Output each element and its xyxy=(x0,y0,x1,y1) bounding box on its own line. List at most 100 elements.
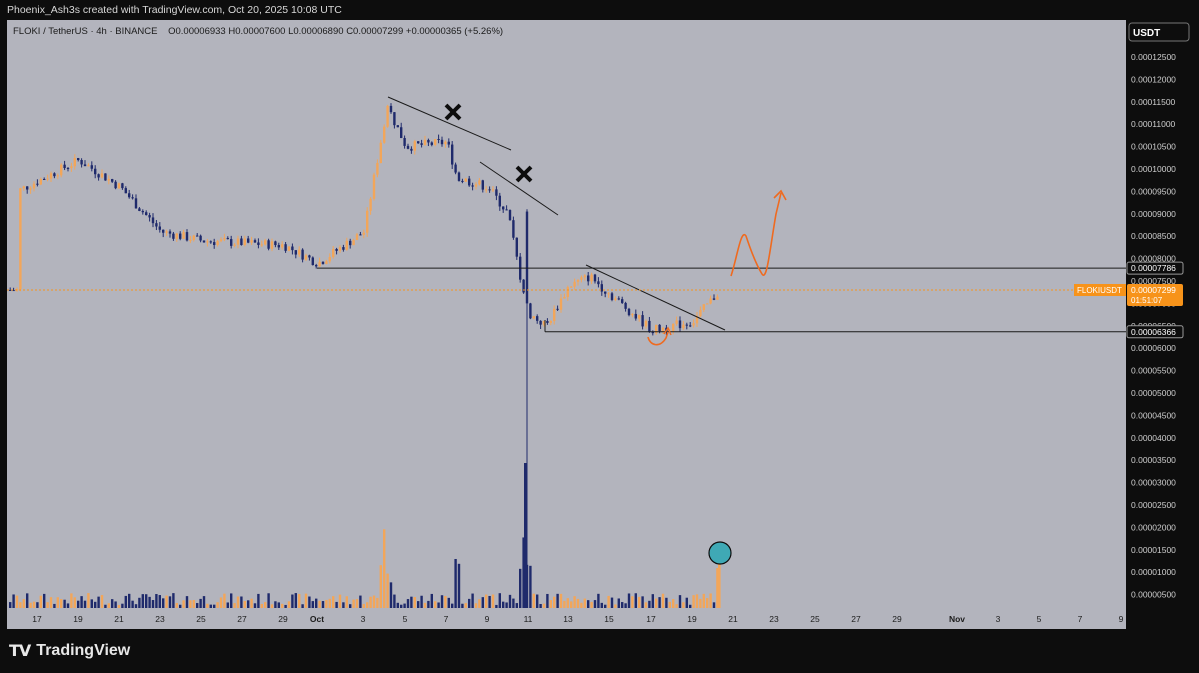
candle xyxy=(488,189,491,191)
volume-bar xyxy=(49,597,53,608)
volume-bar xyxy=(349,604,352,608)
candle xyxy=(32,183,36,189)
candle xyxy=(274,241,277,246)
candle xyxy=(366,210,369,233)
volume-bar xyxy=(202,596,206,608)
candle xyxy=(56,175,59,177)
volume-bar xyxy=(427,600,430,608)
volume-bar xyxy=(287,601,291,608)
volume-bar xyxy=(699,598,702,608)
candle xyxy=(702,304,705,310)
volume-bar xyxy=(315,598,318,608)
volume-bar xyxy=(624,603,627,608)
volume-bar xyxy=(379,565,382,608)
trend-line xyxy=(387,96,512,151)
candle xyxy=(189,240,192,242)
volume-bar xyxy=(138,597,141,608)
candle xyxy=(447,141,450,145)
volume-bar xyxy=(318,600,321,608)
candle xyxy=(158,226,161,230)
candle xyxy=(576,279,580,282)
candle xyxy=(63,164,66,169)
bounce-arrow xyxy=(647,331,669,346)
volume-bar xyxy=(451,603,454,608)
volume-bar xyxy=(655,598,658,608)
candle xyxy=(253,240,257,243)
candle xyxy=(502,206,505,210)
volume-bar xyxy=(308,596,311,608)
candle xyxy=(111,179,114,182)
candle xyxy=(566,287,569,298)
volume-bar xyxy=(151,600,155,608)
candle xyxy=(631,313,634,316)
volume-bar xyxy=(471,593,474,608)
candle xyxy=(294,250,297,255)
volume-bar xyxy=(304,593,308,608)
candle xyxy=(624,302,627,309)
volume-bar xyxy=(444,595,447,608)
candle xyxy=(77,158,80,161)
volume-bar xyxy=(165,595,168,608)
candle xyxy=(301,249,304,260)
volume-bar xyxy=(321,601,325,608)
chart-pane[interactable] xyxy=(7,20,1126,629)
candle xyxy=(270,241,274,249)
candle xyxy=(128,193,131,198)
volume-bar xyxy=(389,582,393,608)
volume-bar xyxy=(172,593,175,608)
candle xyxy=(369,198,372,211)
symbol-label[interactable]: FLOKI / TetherUS · 4h · BINANCE xyxy=(13,26,158,37)
volume-bar xyxy=(505,602,508,608)
candle xyxy=(247,238,250,243)
candle xyxy=(338,247,342,251)
candle xyxy=(325,261,328,264)
candle xyxy=(682,324,685,329)
volume-bar xyxy=(219,597,223,608)
candle xyxy=(546,321,549,323)
tradingview-logo[interactable]: TV TradingView xyxy=(9,641,130,660)
price-axis[interactable] xyxy=(1127,20,1199,629)
projection-arrow xyxy=(730,192,782,277)
volume-bar xyxy=(478,599,481,608)
candle xyxy=(90,165,93,169)
volume-bar xyxy=(406,599,410,608)
volume-bar xyxy=(434,601,437,608)
candle xyxy=(175,233,178,239)
volume-bar xyxy=(706,598,709,608)
volume-bar xyxy=(233,603,236,608)
candle xyxy=(712,298,716,300)
candle xyxy=(236,238,240,245)
candle xyxy=(627,308,631,316)
candle xyxy=(689,325,692,327)
candle xyxy=(478,180,481,185)
volume-bar xyxy=(563,600,566,608)
candle xyxy=(498,195,501,207)
volume-bar xyxy=(148,596,151,608)
volume-bar xyxy=(621,602,624,608)
volume-bar xyxy=(403,603,406,608)
candle xyxy=(185,232,189,241)
candle xyxy=(70,166,73,169)
low-value: L0.00006890 xyxy=(288,26,344,37)
volume-bar xyxy=(658,597,661,608)
volume-bar xyxy=(376,597,379,608)
candle xyxy=(243,238,246,246)
candle xyxy=(172,233,175,239)
volume-bar xyxy=(56,597,59,608)
volume-bar xyxy=(524,463,527,608)
volume-bar xyxy=(196,603,199,608)
volume-bar xyxy=(665,597,668,608)
candle xyxy=(471,185,474,187)
volume-bar xyxy=(284,604,287,608)
volume-bar xyxy=(362,603,365,608)
volume-bar xyxy=(685,597,688,608)
candle xyxy=(699,309,702,317)
volume-bar xyxy=(481,597,484,608)
volume-bar xyxy=(413,597,416,608)
candle xyxy=(430,142,433,145)
volume-bar xyxy=(549,600,552,608)
volume-bar xyxy=(22,599,25,608)
candle xyxy=(597,281,600,285)
candle xyxy=(614,298,617,300)
